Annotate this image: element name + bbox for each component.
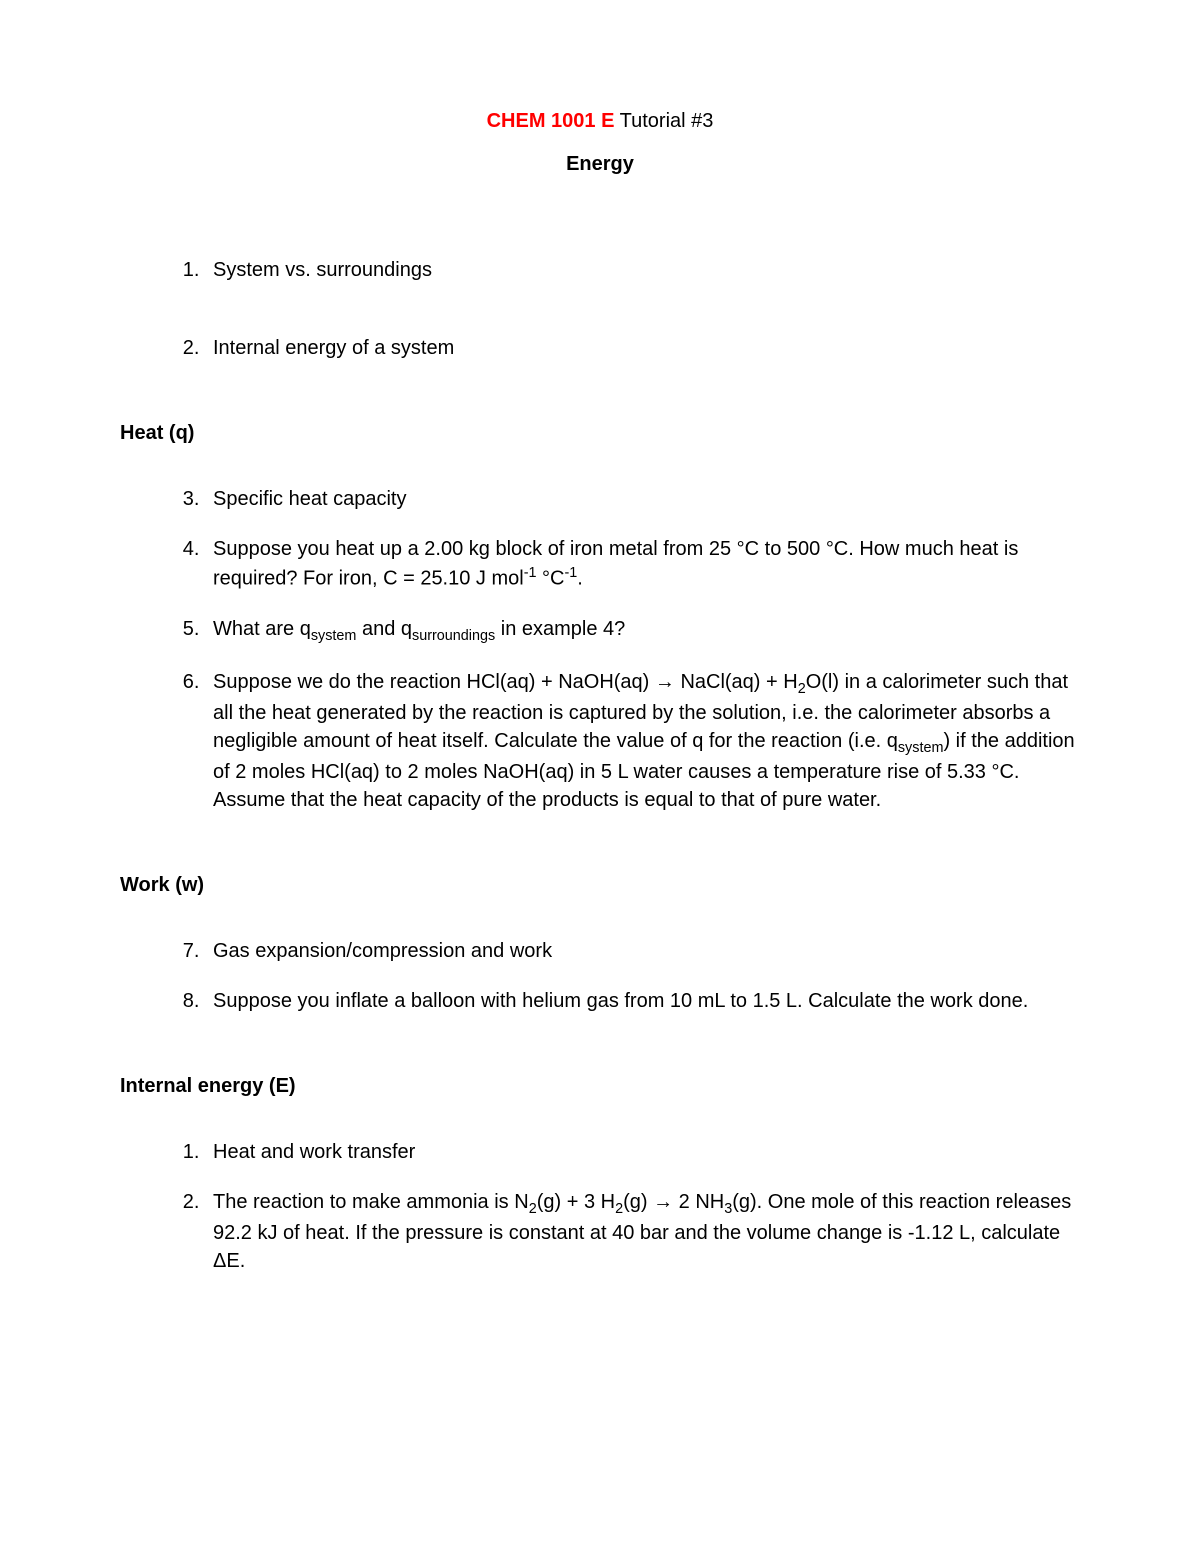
subscript: surroundings	[412, 628, 495, 644]
subscript: 2	[798, 681, 806, 697]
text: .	[577, 568, 583, 590]
text: Suppose you heat up a 2.00 kg block of i…	[213, 538, 1018, 590]
subscript: system	[311, 628, 357, 644]
list-item: Internal energy of a system	[205, 334, 1080, 362]
subscript: 2	[615, 1201, 623, 1217]
text: in example 4?	[495, 618, 625, 640]
list-item: Specific heat capacity	[205, 485, 1080, 513]
text: Suppose we do the reaction HCl(aq) + NaO…	[213, 671, 798, 693]
text: (g) + 3 H	[537, 1191, 615, 1213]
subscript: 2	[529, 1201, 537, 1217]
energy-list: Heat and work transfer The reaction to m…	[120, 1138, 1080, 1275]
subscript: system	[898, 740, 944, 756]
text: (g) → 2 NH	[623, 1191, 724, 1213]
list-item: The reaction to make ammonia is N2(g) + …	[205, 1188, 1080, 1275]
heat-list: Specific heat capacity Suppose you heat …	[120, 485, 1080, 814]
course-code: CHEM 1001 E	[487, 110, 615, 132]
superscript: -1	[565, 565, 578, 581]
document-page: CHEM 1001 E Tutorial #3 Energy System vs…	[0, 0, 1200, 1553]
tutorial-label: Tutorial #3	[614, 110, 713, 132]
list-item: Suppose you heat up a 2.00 kg block of i…	[205, 535, 1080, 593]
section-heading-energy: Internal energy (E)	[120, 1075, 1080, 1098]
list-item: Gas expansion/compression and work	[205, 937, 1080, 965]
section-heading-work: Work (w)	[120, 874, 1080, 897]
list-item: System vs. surroundings	[205, 256, 1080, 284]
superscript: -1	[524, 565, 537, 581]
document-subtitle: Energy	[120, 153, 1080, 176]
list-item: What are qsystem and qsurroundings in ex…	[205, 615, 1080, 646]
list-item: Suppose we do the reaction HCl(aq) + NaO…	[205, 668, 1080, 814]
text: What are q	[213, 618, 311, 640]
section-heading-heat: Heat (q)	[120, 422, 1080, 445]
list-item: Heat and work transfer	[205, 1138, 1080, 1166]
text: °C	[537, 568, 565, 590]
text: The reaction to make ammonia is N	[213, 1191, 529, 1213]
intro-list: System vs. surroundings Internal energy …	[120, 256, 1080, 362]
work-list: Gas expansion/compression and work Suppo…	[120, 937, 1080, 1015]
text: and q	[356, 618, 412, 640]
list-item: Suppose you inflate a balloon with heliu…	[205, 987, 1080, 1015]
document-title: CHEM 1001 E Tutorial #3	[120, 110, 1080, 133]
